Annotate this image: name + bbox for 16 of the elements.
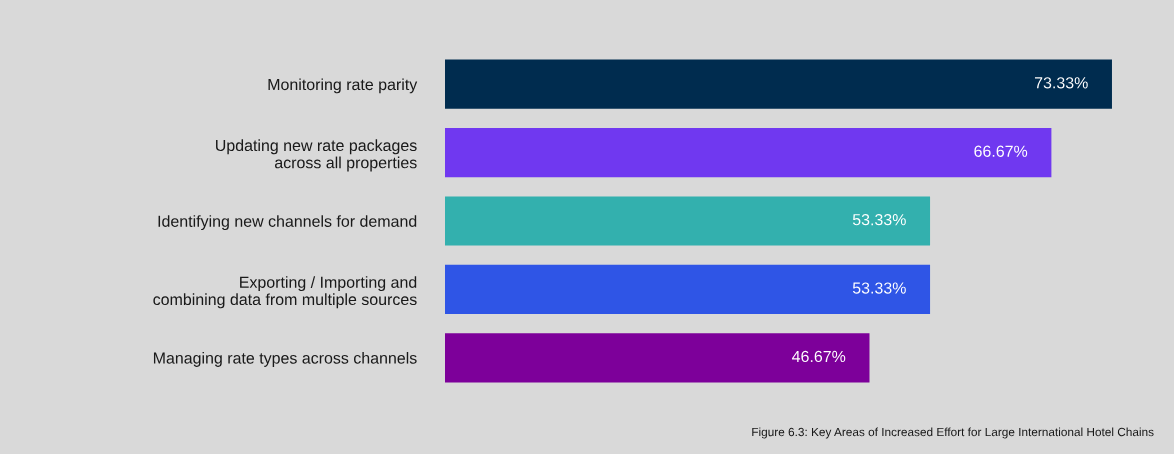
- data-label: 66.67%: [974, 145, 1028, 157]
- bar: [445, 59, 1112, 109]
- y-tick-label: Exporting / Importing and combining data from multiple sources: [153, 276, 417, 309]
- y-tick-label: Monitoring rate parity: [268, 78, 418, 94]
- y-tick-label: Updating new rate packages across all properties: [216, 139, 417, 172]
- data-label: 73.33%: [1034, 77, 1088, 89]
- y-tick-label: Identifying new channels for demand: [158, 215, 417, 231]
- bar: [445, 333, 870, 383]
- data-label: 46.67%: [792, 350, 846, 363]
- bar: [445, 127, 1052, 178]
- caption: Figure 6.3: Key Areas of Increased Effort for Large International Hotel Chains: [752, 427, 1154, 439]
- data-label: 53.33%: [852, 282, 906, 294]
- y-tick-label: Managing rate types across channels: [153, 352, 417, 367]
- bar: [445, 196, 931, 246]
- bar: [445, 264, 931, 315]
- data-label: 53.33%: [852, 213, 906, 226]
